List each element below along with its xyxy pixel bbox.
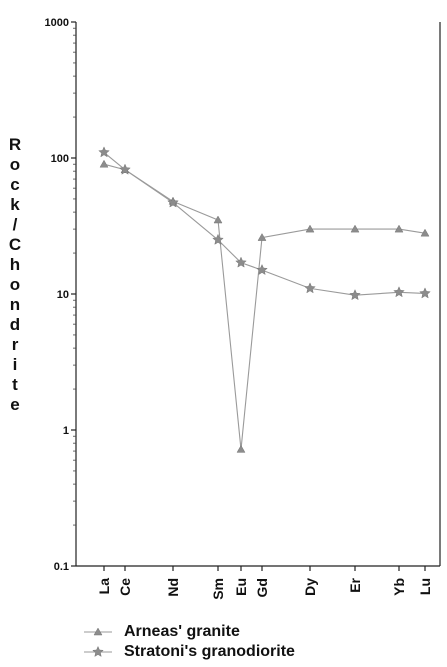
y-tick-label: 10 xyxy=(57,289,69,301)
y-axis-label-char: k xyxy=(10,195,20,214)
data-point-stratoni xyxy=(119,163,131,175)
y-axis-label-char: h xyxy=(9,255,21,274)
data-point-stratoni xyxy=(167,196,179,208)
data-point-arneas xyxy=(394,224,404,233)
legend-marker-arneas xyxy=(93,627,103,636)
data-point-arneas xyxy=(420,228,430,237)
y-axis-label-char: R xyxy=(8,135,22,154)
x-tick-label: La xyxy=(96,578,112,595)
x-tick-label: Nd xyxy=(165,578,181,597)
legend-item-arneas: Arneas' granite xyxy=(82,622,240,642)
data-point-arneas xyxy=(257,233,267,241)
x-tick-label: Dy xyxy=(302,578,318,596)
data-point-stratoni xyxy=(256,263,268,276)
data-point-stratoni xyxy=(393,286,405,298)
series-lines xyxy=(103,151,426,450)
series-markers xyxy=(98,146,431,453)
y-axis-label-char: d xyxy=(9,315,21,334)
chart-axes xyxy=(71,21,441,571)
data-point-stratoni xyxy=(419,287,431,299)
series-line-arneas xyxy=(103,163,426,450)
data-point-arneas xyxy=(236,444,246,453)
data-point-arneas xyxy=(213,215,223,224)
y-axis-label-char: c xyxy=(10,175,20,194)
x-tick-labels: La Ce Nd Sm Eu Gd Dy Er Yb Lu xyxy=(96,577,433,599)
y-tick-label: 0.1 xyxy=(54,561,69,573)
x-tick-label: Sm xyxy=(210,578,226,600)
data-point-stratoni xyxy=(98,146,110,158)
y-tick-label: 1 xyxy=(63,425,69,437)
legend-label-stratoni: Stratoni's granodiorite xyxy=(124,643,295,660)
y-axis-label-char: i xyxy=(12,355,18,374)
y-axis-label-char: C xyxy=(8,235,22,254)
y-axis-label-char: / xyxy=(12,215,18,234)
y-tick-label: 100 xyxy=(51,153,69,165)
y-axis-label-char: o xyxy=(9,275,21,294)
y-axis-label-char: o xyxy=(9,155,21,174)
series-line-stratoni xyxy=(103,151,426,296)
data-point-arneas xyxy=(99,159,109,168)
legend-marker-stratoni xyxy=(92,645,104,657)
y-axis-label-char: t xyxy=(12,375,18,394)
y-axis-label-char: n xyxy=(9,295,21,314)
legend-item-stratoni: Stratoni's granodiorite xyxy=(82,642,295,662)
x-tick-label: Ce xyxy=(117,578,133,596)
data-point-stratoni xyxy=(235,256,247,268)
x-tick-label: Yb xyxy=(391,578,407,596)
data-point-stratoni xyxy=(304,282,316,294)
data-point-stratoni xyxy=(349,289,361,301)
legend-symbols xyxy=(84,627,112,657)
x-tick-label: Eu xyxy=(233,578,249,596)
x-tick-label: Er xyxy=(347,577,363,592)
data-point-arneas xyxy=(350,224,360,233)
x-tick-label: Lu xyxy=(417,578,433,595)
y-tick-labels: 0.1 1 10 100 1000 xyxy=(45,17,69,573)
data-point-stratoni xyxy=(212,233,224,245)
y-axis-label-char: e xyxy=(10,395,20,414)
x-tick-label: Gd xyxy=(254,578,270,597)
y-tick-label: 1000 xyxy=(45,17,69,29)
legend-label-arneas: Arneas' granite xyxy=(124,623,240,640)
data-point-arneas xyxy=(305,224,315,233)
y-axis-label-char: r xyxy=(11,335,19,354)
